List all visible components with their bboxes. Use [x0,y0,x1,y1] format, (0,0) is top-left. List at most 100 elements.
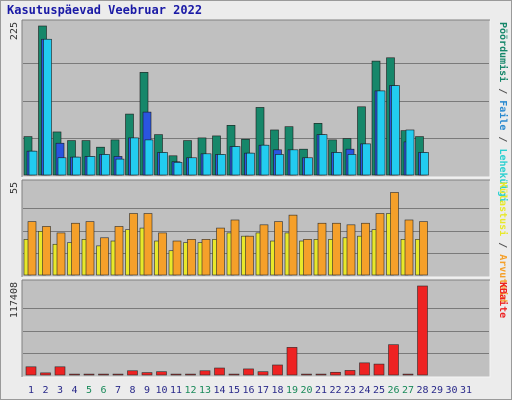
bar-sites-day-10 [158,232,167,276]
x-tick-day-12: 12 [184,385,196,396]
legend-bottom-part-0: KBaite [497,282,509,318]
y-max-label-hits: 225 [9,22,20,40]
bar-sites-day-15 [230,219,240,276]
x-tick-day-10: 10 [155,385,167,396]
x-tick-day-1: 1 [28,385,34,396]
bar-sites-day-21 [317,222,327,276]
x-tick-day-4: 4 [71,385,77,396]
x-tick-day-14: 14 [213,385,225,396]
bar-sites-day-4 [71,222,80,276]
x-tick-day-16: 16 [242,385,254,396]
bar-kbytes-day-13 [199,370,211,376]
bar-sites-day-12 [187,239,196,276]
bar-pages-day-9 [144,139,154,176]
bar-sites-day-26 [390,192,399,276]
bar-pages-day-26 [391,85,400,176]
x-tick-day-26: 26 [387,385,399,396]
x-tick-day-22: 22 [329,385,341,396]
bar-sites-day-8 [129,213,138,276]
panel-kbytes [21,279,491,378]
x-tick-day-27: 27 [402,385,414,396]
bar-sites-day-9 [143,213,153,276]
bar-kbytes-day-20 [301,373,312,376]
bar-pages-day-8 [130,137,139,176]
legend-top-part-3: / [497,130,508,148]
x-tick-day-29: 29 [431,385,443,396]
x-tick-day-7: 7 [115,385,121,396]
bar-sites-day-22 [332,222,341,276]
bar-sites-day-25 [375,213,385,276]
bar-pages-day-16 [246,152,255,176]
bar-sites-day-23 [346,224,356,276]
bar-sites-day-2 [42,226,51,276]
bar-pages-day-17 [260,144,270,176]
bar-sites-day-27 [404,219,414,276]
legend-top-part-4: Lehekülgi [497,148,509,202]
x-tick-day-20: 20 [300,385,312,396]
bar-kbytes-day-27 [402,373,414,376]
bar-pages-day-14 [217,154,226,176]
bar-pages-day-20 [304,157,313,176]
bar-sites-day-17 [259,224,269,276]
bar-sites-day-24 [361,222,370,276]
bar-pages-day-11 [173,162,183,176]
bar-kbytes-day-26 [388,344,399,376]
bar-kbytes-day-9 [141,372,153,376]
bar-kbytes-day-6 [98,373,109,376]
legend-bottom: KBaite [497,282,509,318]
bar-sites-day-19 [288,214,298,276]
bar-sites-day-16 [245,235,254,276]
bar-kbytes-day-12 [185,373,196,376]
bar-kbytes-day-16 [243,368,254,376]
bar-kbytes-day-5 [83,373,95,376]
x-tick-day-21: 21 [315,385,327,396]
x-tick-day-5: 5 [86,385,92,396]
bar-kbytes-day-23 [344,370,356,376]
bar-kbytes-day-17 [257,371,269,376]
bar-kbytes-day-24 [359,362,370,376]
x-tick-day-31: 31 [460,385,472,396]
chart-title: Kasutuspäevad Veebruar 2022 [7,3,203,17]
bar-kbytes-day-8 [127,370,138,376]
bar-kbytes-day-1 [25,366,37,376]
legend-middle: Külastusi / Arvuteid [497,182,509,302]
x-tick-day-19: 19 [286,385,298,396]
bar-sites-day-14 [216,227,225,276]
bar-sites-day-20 [303,239,312,276]
bar-pages-day-18 [275,154,284,176]
legend-top-part-2: Faile [497,100,509,130]
bar-pages-day-7 [115,158,125,176]
bar-kbytes-day-25 [373,363,385,376]
bar-pages-day-25 [376,90,386,176]
bar-pages-day-27 [405,129,415,176]
legend-top-part-1: / [497,82,508,100]
x-tick-day-8: 8 [129,385,135,396]
x-tick-day-25: 25 [373,385,385,396]
bar-pages-day-22 [333,152,342,176]
bar-pages-day-13 [202,153,212,176]
bar-kbytes-day-15 [228,373,240,376]
legend-middle-part-2: Arvuteid [497,254,509,302]
bar-sites-day-11 [172,240,182,276]
bar-kbytes-day-4 [69,373,80,376]
x-tick-day-17: 17 [257,385,269,396]
bar-kbytes-day-19 [286,347,298,376]
bar-pages-day-1 [28,150,38,176]
bar-pages-day-12 [188,157,197,176]
bar-pages-day-23 [347,154,357,176]
bar-kbytes-day-22 [330,371,341,376]
y-max-label-kbytes: 117408 [9,282,20,318]
bar-sites-day-7 [114,226,124,276]
bar-pages-day-15 [231,146,241,176]
bar-pages-day-2 [43,38,52,176]
bar-kbytes-day-18 [272,364,283,376]
x-tick-day-9: 9 [144,385,150,396]
bar-kbytes-day-2 [40,372,51,376]
bar-kbytes-day-10 [156,371,167,376]
bar-pages-day-6 [101,154,110,176]
x-tick-day-15: 15 [228,385,240,396]
x-tick-day-2: 2 [42,385,48,396]
legend-middle-part-0: Külastusi [497,182,509,236]
bar-sites-day-1 [27,221,37,276]
